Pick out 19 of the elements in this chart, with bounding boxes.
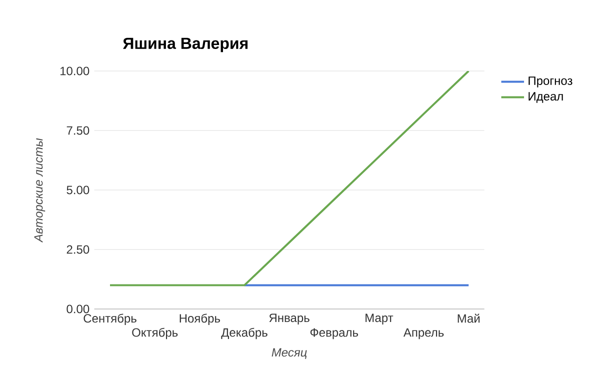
legend-label: Идеал — [528, 92, 563, 103]
y-tick-label: 10.00 — [60, 66, 90, 76]
x-tick-label: Декабрь — [221, 328, 268, 340]
y-axis-title: Авторские листы — [34, 138, 46, 243]
x-tick-label: Сентябрь — [84, 314, 136, 325]
y-tick-label: 7.50 — [66, 126, 90, 135]
chart-title: Яшина Валерия — [122, 38, 248, 52]
y-tick-label: 0.00 — [66, 304, 90, 314]
x-tick-label: Май — [458, 314, 480, 323]
y-tick-label: 5.00 — [66, 186, 90, 194]
x-tick-label: Январь — [269, 314, 310, 324]
x-tick-label: Апрель — [403, 328, 444, 340]
x-tick-label: Февраль — [310, 328, 358, 340]
x-tick-label: Ноябрь — [180, 314, 220, 325]
y-tick-label: 2.50 — [66, 245, 90, 254]
legend-label: Прогноз — [528, 76, 572, 88]
x-tick-label: Октябрь — [132, 328, 178, 340]
x-tick-label: Март — [366, 314, 394, 324]
x-axis-title: Месяц — [272, 348, 307, 359]
